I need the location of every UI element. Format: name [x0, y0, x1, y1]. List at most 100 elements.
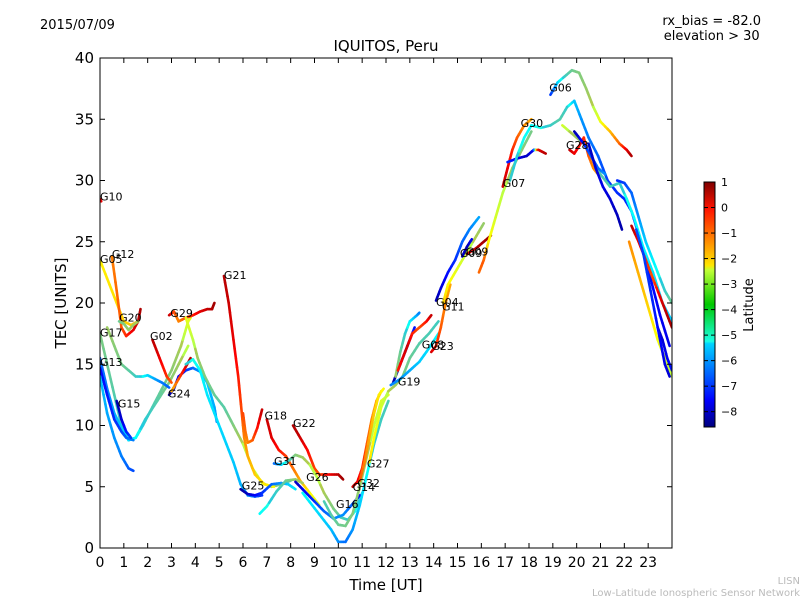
series-segment	[637, 231, 643, 242]
series-G23	[429, 283, 452, 354]
series-segment	[358, 496, 363, 507]
satellite-label: G30	[521, 117, 544, 130]
x-tick-label: 19	[544, 555, 562, 571]
x-tick-label: 22	[615, 555, 633, 571]
satellite-label: G09	[460, 247, 483, 260]
y-tick-label: 35	[75, 110, 94, 128]
x-tick-label: 10	[329, 555, 347, 571]
x-tick-label: 16	[472, 555, 490, 571]
x-tick-label: 13	[401, 555, 419, 571]
x-tick-label: 18	[520, 555, 538, 571]
satellite-label: G29	[170, 307, 193, 320]
series-segment	[102, 347, 107, 358]
series-G16	[301, 399, 390, 544]
y-tick-label: 0	[84, 539, 94, 557]
series-segment	[270, 484, 276, 489]
series-G15	[100, 366, 135, 442]
series-segment	[661, 321, 667, 332]
y-tick-label: 40	[75, 49, 94, 67]
satellite-label: G12	[112, 248, 135, 261]
series-G04	[434, 215, 481, 302]
y-axis-label: TEC [UNITS]	[52, 258, 70, 350]
series-segment	[100, 364, 105, 375]
series-segment	[227, 301, 232, 314]
series-segment	[656, 304, 662, 317]
satellite-label: G23	[431, 340, 454, 353]
series-segment	[381, 387, 385, 392]
series-segment	[166, 384, 171, 389]
series-G22	[291, 424, 345, 481]
x-tick-label: 1	[119, 555, 128, 571]
satellite-label: G10	[100, 190, 123, 203]
series-segment	[239, 402, 244, 415]
series-G15b	[115, 399, 133, 440]
satellite-label: G08	[422, 339, 445, 352]
series-segment	[661, 353, 667, 366]
series-segment	[104, 355, 109, 366]
x-axis: 0 1 2 3 4 5 6 7 8 9 10 11 12 13 14 15 16 17 18 19 20 21 22 23	[96, 58, 657, 571]
series-segment	[663, 329, 669, 340]
elevation-text: elevation > 30	[663, 29, 760, 44]
series-segment	[385, 399, 390, 407]
series-segment	[130, 468, 135, 473]
series-segment	[639, 238, 645, 250]
series-segment	[643, 261, 649, 274]
series-segment	[654, 295, 660, 308]
credit-short: LISN	[777, 576, 800, 587]
series-segment	[100, 384, 105, 397]
series-segment	[649, 277, 655, 289]
series-G28i	[634, 228, 671, 378]
series-segment	[116, 298, 121, 311]
series-segment	[665, 336, 671, 348]
satellite-label: G28	[566, 139, 589, 152]
series-G21b	[241, 408, 264, 444]
series-segment	[651, 298, 656, 311]
series-segment	[428, 313, 433, 319]
series-segment	[634, 223, 640, 234]
series-segment	[188, 356, 192, 362]
x-tick-label: 17	[496, 555, 514, 571]
series-segment	[235, 366, 240, 378]
x-tick-label: 12	[377, 555, 395, 571]
satellite-label: G17	[100, 326, 123, 339]
series-segment	[292, 486, 297, 491]
rx-bias-annotation: rx_bias = -82.0 elevation > 30	[662, 14, 761, 44]
y-axis: 0 5 10 15 20 25 30 35 40	[75, 49, 672, 557]
y-tick-label: 30	[75, 172, 94, 190]
series-segment	[602, 171, 607, 176]
series-segment	[527, 130, 533, 138]
series-segment	[233, 347, 238, 360]
colorbar-tick-label: −3	[721, 278, 737, 291]
series-G28	[561, 124, 672, 323]
x-tick-label: 9	[310, 555, 319, 571]
series-segment	[447, 283, 452, 291]
series-segment	[102, 372, 107, 383]
chart-title: IQUITOS, Peru	[333, 37, 439, 55]
series-segment	[237, 384, 242, 397]
satellite-label: G22	[293, 417, 316, 430]
colorbar-tick-label: 0	[721, 202, 728, 215]
colorbar	[703, 181, 716, 428]
satellite-label: G06	[549, 81, 572, 94]
satellite-label: G31	[274, 455, 297, 468]
series-G09	[460, 238, 474, 258]
series-G16b	[322, 393, 390, 528]
satellite-label: G18	[264, 410, 287, 423]
series-segment	[658, 313, 664, 325]
x-tick-label: 15	[449, 555, 467, 571]
series-segment	[365, 465, 371, 476]
series-G06	[549, 68, 633, 158]
series-G25b	[258, 478, 304, 516]
x-tick-label: 4	[191, 555, 200, 571]
series-G28d	[587, 142, 624, 231]
series-segment	[100, 339, 105, 351]
series-G29c	[184, 358, 264, 498]
satellite-label: G04	[436, 296, 459, 309]
series-segment	[212, 301, 216, 306]
colorbar-tick-label: −1	[721, 227, 737, 240]
satellite-label: G07	[503, 177, 526, 190]
y-tick-label: 10	[75, 417, 94, 435]
series-segment	[652, 307, 658, 320]
satellite-label: G11	[442, 301, 465, 314]
